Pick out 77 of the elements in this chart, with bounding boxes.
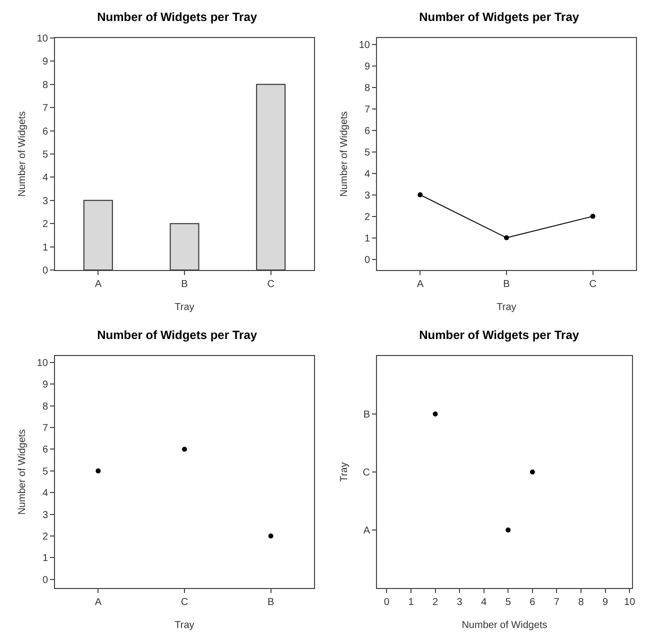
x-tick-label: B [267,597,274,608]
y-tick-label: 4 [42,488,48,500]
y-tick-label: 1 [364,233,370,244]
y-tick-label: 8 [42,401,48,412]
y-tick-label: 3 [42,510,48,521]
x-tick-label: 2 [432,597,439,608]
point [268,533,274,538]
x-tick-label: 9 [602,597,609,608]
bar [170,223,200,270]
x-tick-label: 3 [456,597,463,608]
x-axis-title: Tray [174,620,194,631]
y-axis-title: Number of Widgets [339,111,350,197]
x-axis-title: Number of Widgets [462,620,548,631]
x-tick-label: 10 [624,597,636,608]
point [590,214,596,219]
y-axis-title: Tray [339,462,350,482]
chart-title: Number of Widgets per Tray [419,10,580,24]
y-tick-label: 0 [364,254,370,266]
x-tick-label: B [181,279,188,290]
y-tick-label: 9 [42,56,48,68]
x-tick-label: 5 [505,597,512,608]
x-tick-label: C [267,279,274,290]
chart-title: Number of Widgets per Tray [97,10,258,24]
y-tick-label: 7 [42,423,48,434]
y-tick-label: 3 [364,190,370,202]
x-tick-label: 8 [578,597,584,608]
x-tick-label: B [503,279,510,290]
bar [83,200,113,270]
y-axis-title: Number of Widgets [17,429,28,515]
y-tick-label: 9 [42,380,48,391]
y-tick-label: C [362,468,370,478]
y-tick-label: 10 [36,34,48,44]
y-tick-label: 8 [42,80,48,91]
y-tick-label: 4 [364,168,370,180]
point [418,192,423,198]
y-tick-label: 2 [42,531,48,542]
x-tick-label: A [416,279,424,290]
point [96,468,101,474]
y-tick-label: A [363,526,370,536]
y-tick-label: 10 [36,358,48,369]
x-axis-title: Tray [496,302,516,313]
y-tick-label: 0 [42,574,48,586]
x-tick-label: C [180,597,188,608]
y-tick-label: 2 [364,212,370,223]
x-tick-label: 1 [408,597,414,608]
y-tick-label: 6 [42,126,48,138]
y-tick-label: 5 [42,466,48,478]
x-axis-title: Tray [174,302,194,313]
point [504,235,509,240]
y-tick-label: 6 [42,444,48,456]
y-tick-label: 5 [42,150,48,160]
x-tick-label: 7 [554,597,560,608]
x-tick-label: 4 [481,597,488,608]
y-axis-title: Number of Widgets [17,111,28,197]
x-tick-label: A [94,597,102,608]
y-tick-label: 6 [364,126,370,137]
bar [256,84,286,270]
y-tick-label: 7 [364,104,370,116]
y-tick-label: 9 [364,61,370,72]
y-tick-label: 3 [42,196,48,207]
y-tick-label: 1 [42,553,48,564]
point [182,446,187,452]
y-tick-label: 10 [358,40,370,51]
x-tick-label: 6 [530,597,536,608]
y-tick-label: 8 [364,82,370,94]
y-tick-label: 1 [42,242,48,254]
x-tick-label: C [589,279,596,290]
y-tick-label: 2 [42,219,48,230]
y-tick-label: B [363,410,370,420]
x-tick-label: A [94,279,102,290]
y-tick-label: 0 [42,266,48,276]
chart-title: Number of Widgets per Tray [97,328,258,342]
chart-title: Number of Widgets per Tray [419,328,580,342]
y-tick-label: 5 [364,147,370,158]
y-tick-label: 4 [42,172,48,184]
x-tick-label: 0 [384,597,390,608]
y-tick-label: 7 [42,103,48,114]
